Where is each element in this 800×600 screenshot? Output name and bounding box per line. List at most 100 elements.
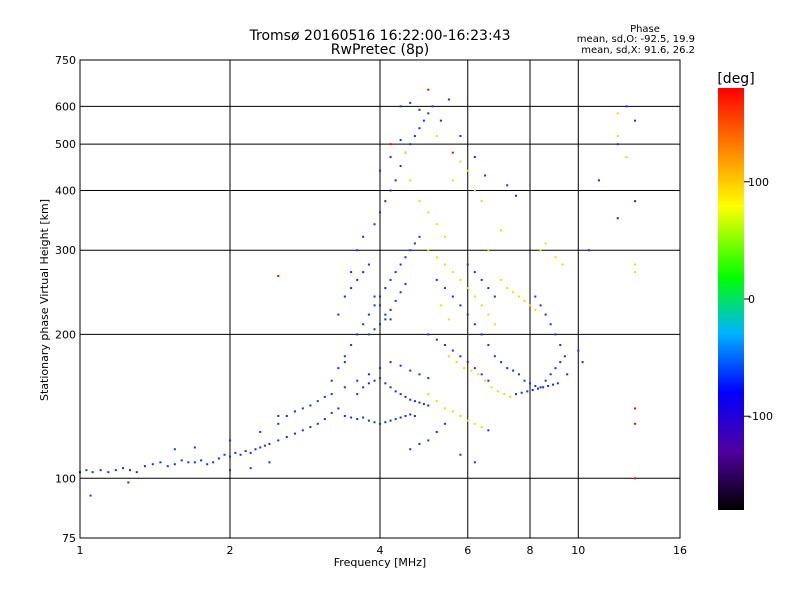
stats-x-mode: mean, sd,X: 91.6, 26.2 — [581, 45, 695, 56]
data-point — [122, 467, 125, 470]
data-point — [466, 169, 469, 172]
data-point — [373, 223, 376, 226]
data-point — [384, 318, 387, 321]
y-tick-label: 200 — [55, 328, 76, 341]
data-point — [409, 249, 412, 252]
data-point — [517, 373, 520, 376]
data-point — [384, 313, 387, 316]
data-point — [477, 373, 480, 376]
data-point — [427, 211, 430, 214]
data-point — [389, 308, 392, 311]
data-point — [480, 333, 483, 336]
data-point — [99, 469, 102, 472]
data-point — [399, 165, 402, 168]
data-point — [85, 469, 88, 472]
data-point — [459, 355, 462, 358]
data-point — [493, 295, 496, 298]
data-point — [389, 189, 392, 192]
data-point — [435, 223, 438, 226]
data-point — [409, 448, 412, 451]
grid-lines — [80, 60, 680, 538]
data-point — [418, 401, 421, 404]
data-point — [506, 367, 509, 370]
data-point — [379, 211, 381, 214]
data-point — [129, 469, 132, 472]
x-tick-label: 6 — [464, 544, 471, 557]
y-tick-label: 300 — [55, 244, 76, 257]
data-point — [563, 355, 566, 358]
data-point — [373, 304, 376, 307]
data-point — [285, 435, 288, 438]
data-point — [268, 461, 271, 464]
data-point — [443, 263, 446, 266]
data-point — [367, 419, 370, 422]
data-point — [91, 471, 94, 474]
data-point — [616, 143, 619, 146]
colorbar-tick-label: 100 — [748, 176, 769, 189]
data-point — [337, 367, 340, 370]
data-point — [473, 461, 476, 464]
data-point — [616, 112, 619, 115]
data-point — [529, 304, 531, 307]
data-point — [367, 333, 370, 336]
data-point — [343, 414, 346, 417]
data-point — [379, 295, 381, 298]
data-point — [223, 453, 226, 456]
y-tick-label: 75 — [62, 532, 76, 545]
data-point — [520, 391, 523, 394]
data-point — [350, 271, 353, 274]
data-point — [173, 463, 176, 466]
data-point — [254, 448, 257, 451]
data-point — [373, 295, 376, 298]
data-point — [634, 407, 637, 410]
data-point — [330, 393, 333, 396]
data-point — [337, 407, 340, 410]
data-point — [506, 184, 509, 187]
data-point — [217, 457, 220, 460]
data-point — [625, 105, 628, 108]
data-point — [634, 477, 637, 480]
data-point — [496, 390, 499, 393]
data-point — [459, 160, 462, 163]
data-point — [143, 465, 146, 468]
data-point — [447, 355, 450, 358]
data-point — [389, 318, 392, 321]
data-point — [561, 263, 564, 266]
data-point — [531, 388, 534, 391]
data-point — [404, 395, 407, 398]
data-point — [480, 278, 483, 281]
data-point — [473, 367, 476, 370]
data-point — [435, 256, 438, 259]
x-tick-label: 16 — [673, 544, 687, 557]
data-point — [135, 471, 138, 474]
data-point — [523, 299, 526, 302]
data-point — [544, 379, 547, 382]
data-point — [206, 463, 209, 466]
data-point — [500, 278, 503, 281]
data-point — [544, 242, 547, 245]
data-point — [427, 112, 430, 115]
data-point — [466, 263, 469, 266]
colorbar-tick-label: 0 — [748, 293, 755, 306]
y-tick-label: 750 — [55, 54, 76, 67]
x-tick-label: 2 — [227, 544, 234, 557]
data-point — [394, 179, 397, 182]
x-tick-label: 1 — [77, 544, 84, 557]
data-point — [127, 481, 130, 484]
data-point — [539, 249, 542, 252]
data-point — [373, 421, 376, 424]
data-point — [539, 386, 542, 389]
data-point — [309, 404, 312, 407]
data-point — [451, 151, 454, 154]
y-axis-label: Stationary phase Virtual Height [km] — [38, 199, 51, 401]
data-point — [399, 105, 402, 108]
data-point — [409, 179, 412, 182]
data-point — [356, 393, 359, 396]
data-point — [151, 463, 154, 466]
data-point — [356, 249, 359, 252]
data-point — [268, 442, 271, 445]
data-point — [554, 367, 557, 370]
data-point — [193, 446, 196, 449]
data-point — [422, 403, 425, 406]
data-point — [356, 379, 359, 382]
